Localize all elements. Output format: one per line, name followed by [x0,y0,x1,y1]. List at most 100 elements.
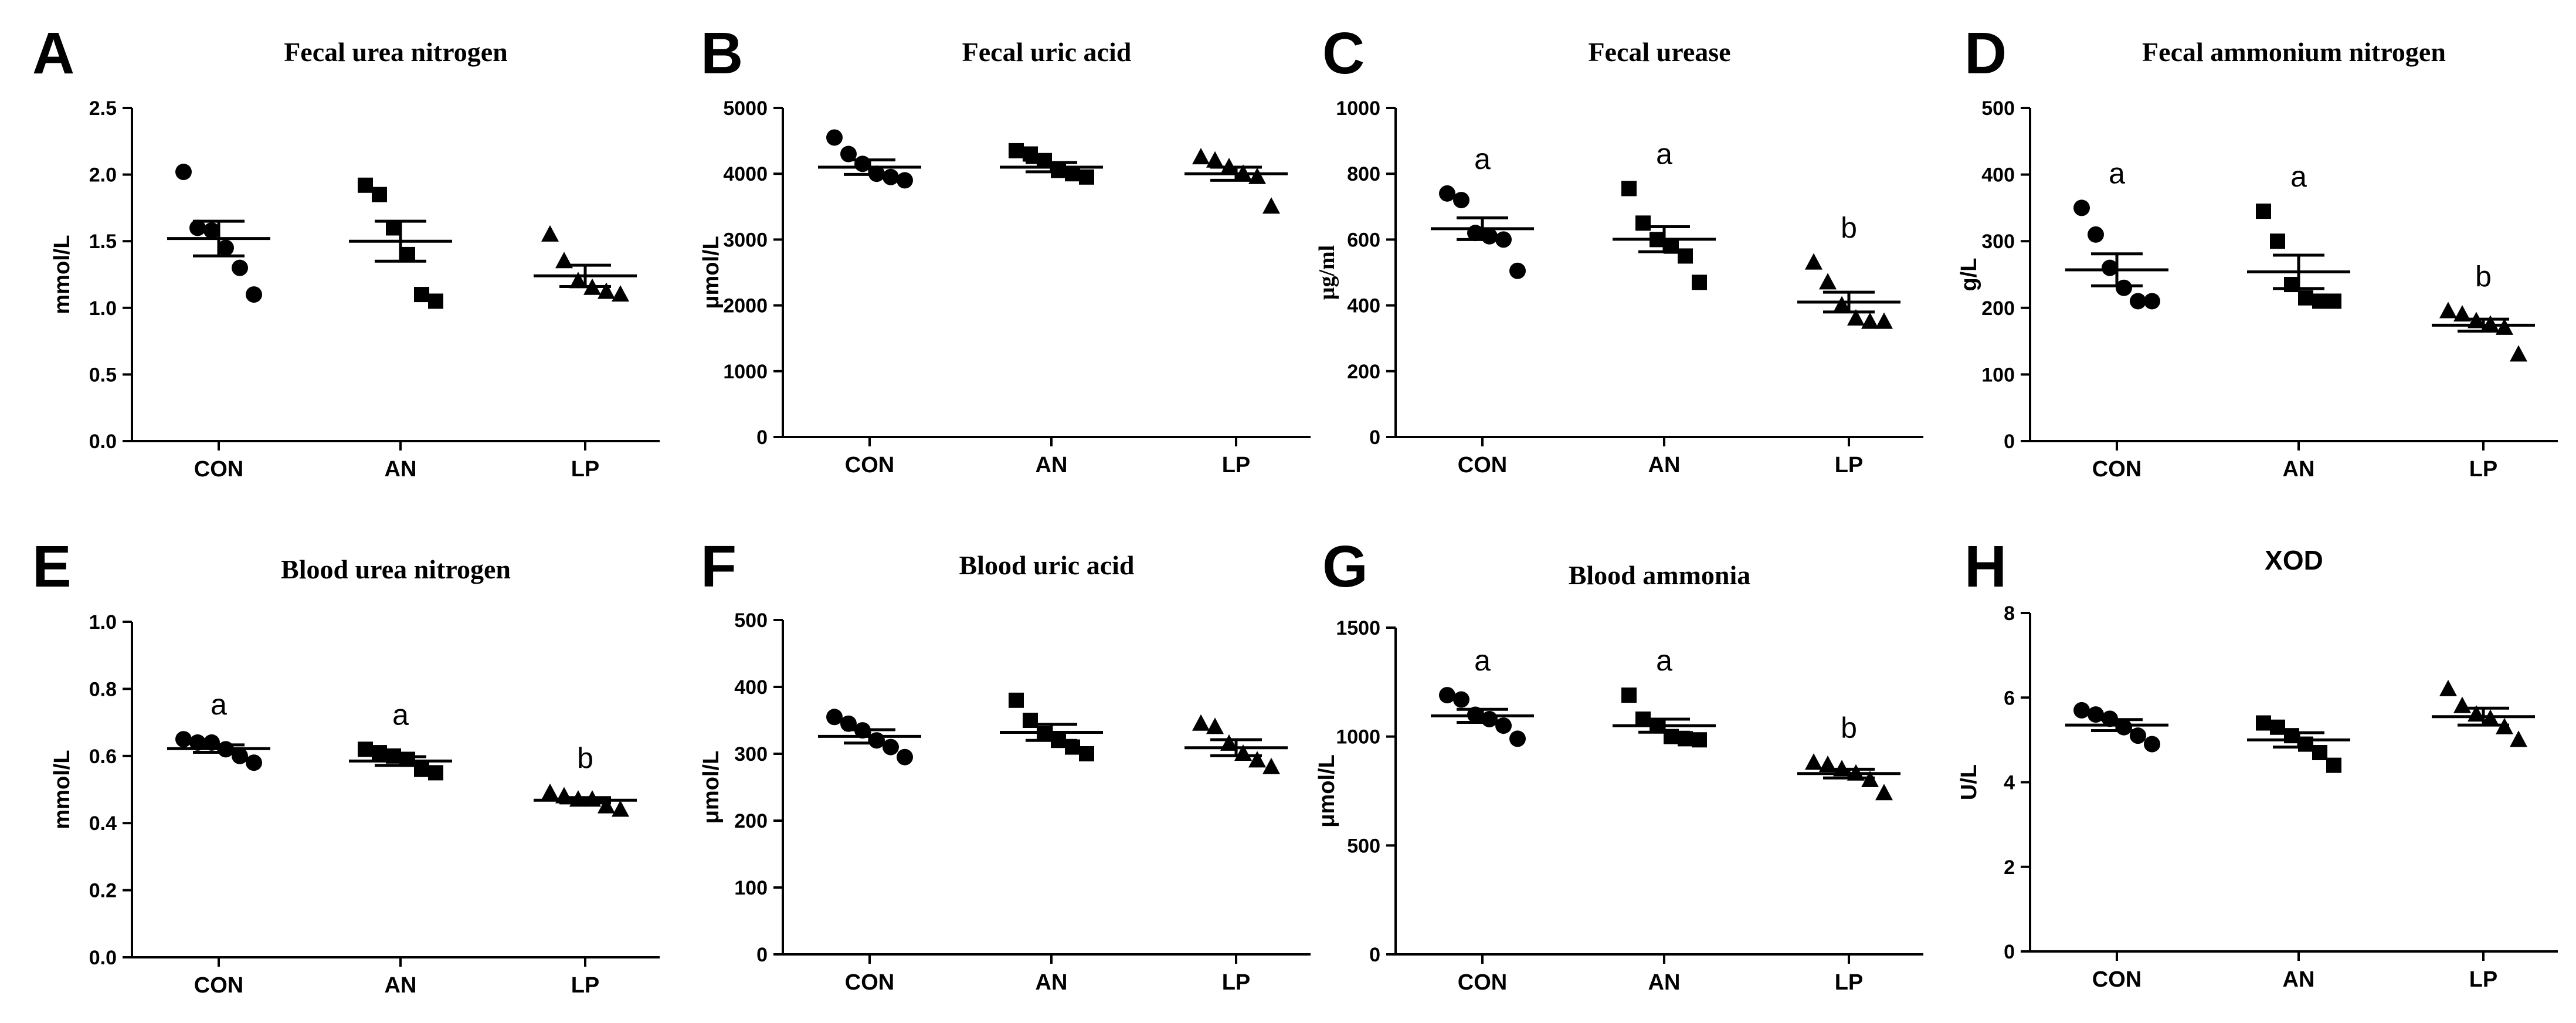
data-point-b-con [897,172,913,189]
y-tick-label-g: 0 [1369,944,1380,966]
data-point-h-an [2256,715,2271,731]
y-tick-label-f: 500 [734,609,768,632]
y-tick-label-c: 800 [1347,163,1380,185]
y-axis-label-b: μmol/L [699,236,724,309]
chart-title-d: Fecal ammonium nitrogen [2142,37,2446,67]
y-axis-label-e: mmol/L [50,750,74,829]
significance-label-g-an: a [1656,644,1672,677]
y-tick-label-f: 400 [734,676,768,699]
panel-b: B Fecal uric acid μmol/L 0 1000 2000 3000 4000 5… [699,21,1311,477]
data-point-a-an [386,220,401,236]
data-point-a-con [218,239,234,256]
significance-label-c-lp: b [1841,212,1857,245]
data-point-e-lp [612,800,629,817]
y-tick-label-b: 5000 [723,97,768,120]
x-tick-label-f: AN [1036,970,1068,995]
y-tick-label-b: 4000 [723,163,768,185]
chart-title-e: Blood urea nitrogen [281,554,511,584]
x-tick-label-a: AN [385,457,417,482]
y-tick-label-e: 0.6 [89,746,117,768]
data-point-d-con [2102,259,2118,276]
significance-label-g-lp: b [1841,712,1857,744]
data-point-a-con [232,259,248,276]
x-tick-label-h: LP [2469,967,2498,992]
panel-h: H XOD U/L 0 2 4 6 8 CON AN LP [1957,534,2558,992]
panel-c: C Fecal urease μg/ml 0 200 400 600 800 1000 CON a A… [1315,21,1923,477]
x-tick-label-b: LP [1222,453,1251,477]
chart-title-a: Fecal urea nitrogen [284,37,508,67]
chart-title-b: Fecal uric acid [962,37,1132,67]
data-point-f-lp [1192,714,1210,731]
data-point-e-an [358,741,373,757]
significance-label-c-an: a [1656,137,1672,170]
data-point-b-lp [1262,197,1280,214]
data-point-a-an [414,287,429,303]
data-point-h-con [2144,736,2160,753]
data-point-c-lp [1819,273,1837,290]
data-point-d-con [2088,226,2104,243]
y-tick-label-g: 1000 [1336,726,1380,748]
x-tick-label-f: LP [1222,970,1251,995]
chart-title-f: Blood uric acid [959,550,1134,580]
data-point-g-lp [1805,753,1822,770]
data-point-f-lp [1206,717,1224,734]
panel-letter-h: H [1964,534,2007,599]
data-point-a-lp [541,225,559,242]
data-point-d-an [2312,293,2327,309]
x-tick-label-c: LP [1835,453,1864,477]
y-tick-label-e: 0.2 [89,880,117,902]
y-tick-label-d: 200 [1981,297,2015,320]
y-tick-label-h: 2 [2004,856,2015,879]
y-axis-label-d: g/L [1957,258,1981,292]
panel-a: A Fecal urea nitrogen mmol/L 0.0 0.5 1.0 1.5 2.… [32,21,660,482]
data-point-h-an [2326,757,2341,773]
data-point-b-con [840,145,857,162]
data-point-b-an [1009,143,1024,158]
chart-title-c: Fecal urease [1588,37,1730,67]
data-point-d-an [2256,204,2271,219]
y-tick-label-e: 0.0 [89,947,117,969]
panel-f: F Blood uric acid μmol/L 0 100 200 300 400 500 CO… [699,534,1311,995]
y-axis-label-h: U/L [1957,764,1981,800]
data-point-h-lp [2439,679,2457,696]
data-point-c-con [1453,192,1469,209]
data-point-h-con [2073,702,2090,719]
data-point-b-con [883,168,899,185]
panel-letter-f: F [701,534,737,599]
y-tick-label-h: 4 [2004,772,2015,794]
data-point-b-an [1079,169,1094,185]
data-point-a-con [189,219,206,236]
data-point-d-lp [2453,305,2471,322]
data-point-d-lp [2510,345,2527,362]
data-point-c-lp [1861,312,1879,329]
y-tick-label-a: 2.5 [89,97,117,120]
x-tick-label-a: LP [571,457,600,482]
y-tick-label-d: 100 [1981,364,2015,386]
data-point-d-lp [2482,315,2499,332]
significance-label-e-con: a [211,688,227,721]
data-point-a-lp [598,282,615,299]
data-point-e-con [203,734,220,751]
panel-d: D Fecal ammonium nitrogen g/L 0 100 200 300 400… [1957,21,2558,482]
y-tick-label-d: 0 [2004,431,2015,453]
data-point-b-an [1023,146,1038,162]
significance-label-e-an: a [392,698,409,731]
x-tick-label-f: CON [845,970,894,995]
x-tick-label-d: LP [2469,457,2498,482]
panel-letter-d: D [1964,21,2007,86]
x-tick-label-b: CON [845,453,894,477]
y-axis-label-f: μmol/L [699,751,724,824]
data-point-c-lp [1833,296,1851,313]
data-point-c-an [1621,181,1637,197]
data-point-d-an [2270,233,2285,249]
y-tick-label-c: 400 [1347,295,1380,317]
y-tick-label-h: 6 [2004,687,2015,709]
data-point-d-an [2298,290,2313,306]
x-tick-label-g: CON [1458,970,1507,995]
data-point-h-lp [2510,730,2527,747]
x-tick-label-a: CON [194,457,243,482]
panel-letter-e: E [32,534,72,599]
y-tick-label-d: 300 [1981,231,2015,253]
x-tick-label-e: CON [194,973,243,998]
significance-label-d-lp: b [2475,260,2492,293]
